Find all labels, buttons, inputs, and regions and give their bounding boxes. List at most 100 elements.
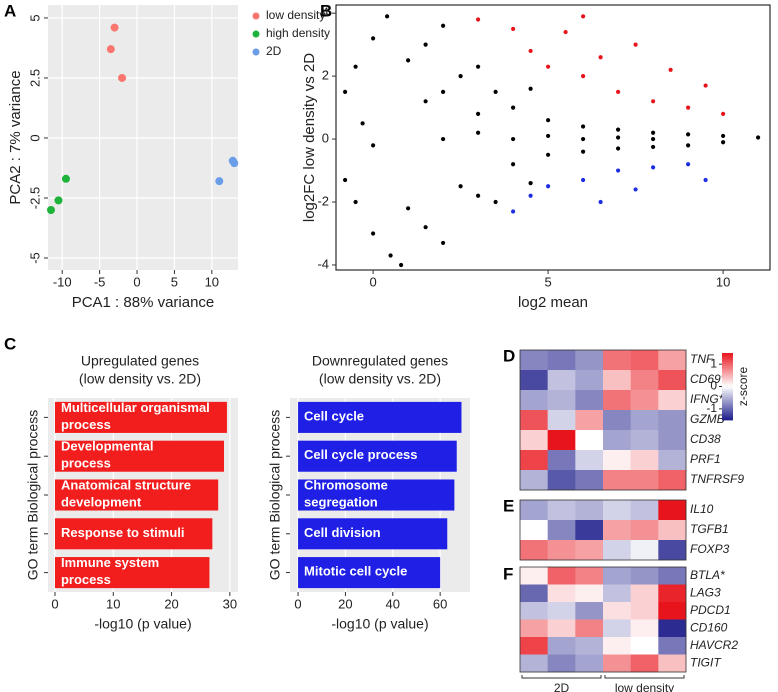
heat-cell — [603, 450, 631, 471]
x-axis-label: PCA1 : 88% variance — [72, 294, 215, 311]
row-label: GZMB — [690, 412, 725, 426]
point — [441, 89, 446, 94]
point — [581, 136, 586, 142]
heat-frame — [519, 349, 687, 491]
heat-cell — [603, 390, 631, 411]
row-label: TIGIT — [690, 655, 722, 669]
heat-cell — [575, 470, 604, 491]
heat-cell — [520, 410, 548, 431]
x-tick-label: 5 — [544, 274, 551, 289]
colorbar-step — [722, 388, 733, 392]
heat-cell — [520, 637, 548, 655]
colorbar-step — [722, 406, 733, 410]
bar-label: Immune system process — [61, 556, 163, 588]
point — [118, 73, 127, 82]
legend-swatch — [252, 30, 260, 38]
point — [581, 74, 586, 79]
point — [546, 184, 551, 189]
point — [510, 26, 516, 32]
point — [581, 14, 586, 19]
heat-cell — [547, 520, 576, 541]
heat-cell — [520, 602, 548, 620]
panel-letter: C — [4, 334, 16, 353]
colorbar-step — [722, 355, 733, 358]
heat-cell — [520, 370, 548, 391]
colorbar-step — [722, 373, 733, 376]
point — [343, 177, 348, 183]
point — [385, 14, 390, 19]
heat-cell — [547, 637, 576, 655]
heat-cell — [575, 500, 604, 521]
heat-cell — [520, 540, 548, 561]
point — [353, 64, 358, 69]
heat-cell — [520, 500, 548, 521]
x-axis-label: log2 mean — [518, 294, 588, 311]
group-bracket — [604, 675, 685, 679]
point — [423, 99, 428, 104]
heat-cell — [575, 619, 604, 638]
colorbar-step — [722, 386, 733, 390]
heat-cell — [520, 390, 548, 411]
point — [441, 23, 446, 28]
point — [510, 162, 516, 167]
colorbar-step — [722, 411, 733, 414]
bar — [54, 518, 213, 550]
row-label: TNF — [690, 352, 714, 366]
point — [581, 149, 586, 154]
point — [563, 29, 568, 35]
colorbar-step — [722, 353, 733, 356]
heat-cell — [520, 584, 548, 603]
heat-cell — [547, 430, 576, 451]
heat-cell — [630, 567, 659, 585]
legend-swatch — [252, 12, 260, 20]
heat-cell — [547, 619, 576, 638]
x-tick-label: 0 — [369, 274, 376, 289]
point — [686, 143, 691, 148]
point — [703, 177, 708, 183]
x-tick-label: -5 — [94, 274, 106, 289]
point — [458, 74, 463, 79]
heat-cell — [603, 637, 631, 655]
heat-cell — [630, 430, 659, 451]
y-tick-label: 2 — [322, 68, 329, 83]
bar-label: Cell cycle — [304, 409, 364, 424]
point — [46, 205, 55, 214]
point — [616, 89, 621, 94]
heat-cell — [658, 390, 687, 411]
heat-cell — [547, 654, 576, 673]
point — [616, 135, 621, 140]
heat-cell — [547, 540, 576, 561]
colorbar-step — [722, 359, 733, 363]
heat-cell — [603, 500, 631, 521]
row-label: CD38 — [690, 432, 721, 446]
point — [598, 199, 603, 205]
colorbar-step — [722, 413, 733, 416]
point — [528, 181, 533, 186]
x-tick-label: 30 — [223, 596, 237, 611]
heat-cell — [520, 350, 548, 371]
heat-cell — [547, 584, 576, 603]
colorbar-step — [722, 375, 733, 378]
point — [721, 133, 726, 139]
group-label: 2D — [554, 681, 570, 692]
bar-label: Multicellular organismal process — [61, 400, 213, 432]
heat-cell — [575, 370, 604, 391]
plot-background — [335, 4, 771, 271]
heat-cell — [547, 470, 576, 491]
heat-cell — [575, 520, 604, 541]
row-label: TNFRSF9 — [690, 472, 744, 486]
y-tick-label: 0 — [27, 134, 42, 141]
point — [476, 130, 481, 135]
heat-cell — [658, 654, 687, 673]
colorbar-step — [722, 415, 733, 419]
point — [598, 55, 603, 60]
bar — [298, 401, 462, 433]
point — [371, 143, 376, 148]
heat-cell — [547, 350, 576, 371]
point — [528, 48, 533, 54]
heat-cell — [603, 430, 631, 451]
bar — [298, 557, 441, 589]
point — [458, 184, 463, 189]
heat-cell — [658, 637, 687, 655]
bar-label: Mitotic cell cycle — [304, 564, 407, 579]
